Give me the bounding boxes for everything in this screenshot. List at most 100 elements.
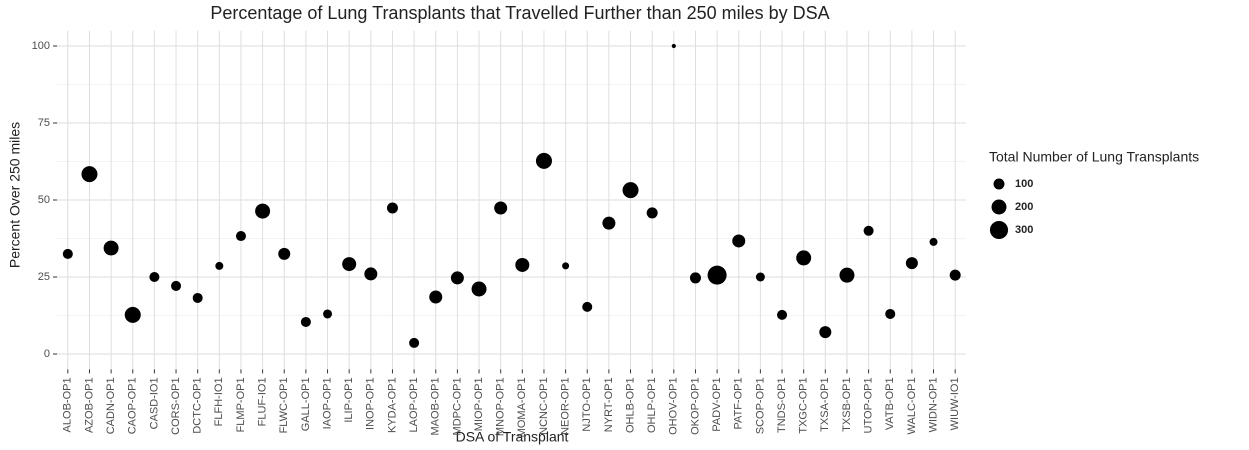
x-tick-label: CORS-OP1 <box>170 377 182 434</box>
bubble <box>777 309 788 320</box>
bubble <box>364 267 378 281</box>
bubble <box>409 337 420 348</box>
x-tick-label: OKOP-OP1 <box>689 377 701 434</box>
bubble <box>429 290 443 304</box>
legend-label: 100 <box>1015 178 1033 190</box>
x-tick-label: OHLB-OP1 <box>624 377 636 433</box>
x-tick-label: MAOB-OP1 <box>430 377 442 435</box>
x-tick-label: ILIP-OP1 <box>343 377 355 422</box>
x-tick-label: FLUF-IO1 <box>257 377 269 426</box>
x-tick-label: WIUW-IO1 <box>949 377 961 430</box>
bubble <box>235 231 246 242</box>
x-tick-label: NEOR-OP1 <box>560 377 572 434</box>
bubble <box>494 201 508 215</box>
bubble <box>124 306 141 323</box>
x-tick-label: NJTO-OP1 <box>581 377 593 431</box>
x-tick-label: MDPC-OP1 <box>451 377 463 435</box>
bubble <box>732 234 746 248</box>
bubble <box>839 267 855 283</box>
y-axis-label: Percent Over 250 miles <box>7 122 23 268</box>
x-tick-label: IAOP-OP1 <box>321 377 333 429</box>
x-tick-label: FLFH-IO1 <box>213 377 225 426</box>
y-tick-label: 50 <box>38 194 50 206</box>
y-tick-label: 0 <box>44 348 50 360</box>
x-tick-label: SCOP-OP1 <box>754 377 766 434</box>
legend-bubble <box>993 178 1005 190</box>
bubble <box>796 250 812 266</box>
x-tick-label: NYRT-OP1 <box>603 377 615 432</box>
bubble <box>949 269 961 281</box>
x-tick-label: TNDS-OP1 <box>776 377 788 433</box>
bubble <box>171 280 182 291</box>
x-tick-label: MOMA-OP1 <box>516 377 528 437</box>
x-tick-label: NCNC-OP1 <box>538 377 550 434</box>
x-tick-label: DCTC-OP1 <box>192 377 204 433</box>
y-tick-label: 75 <box>38 117 50 129</box>
bubble <box>689 272 701 284</box>
bubble <box>535 152 552 169</box>
bubble <box>278 247 291 260</box>
bubble <box>471 281 487 297</box>
x-tick-label: TXSA-OP1 <box>819 377 831 431</box>
bubble <box>103 240 119 256</box>
x-tick-label: GALL-OP1 <box>300 377 312 431</box>
x-tick-label: FLMP-OP1 <box>235 377 247 432</box>
bubble <box>582 301 593 312</box>
bubble <box>819 326 832 339</box>
x-tick-label: AZOB-OP1 <box>83 377 95 433</box>
x-tick-label: CAOP-OP1 <box>127 377 139 434</box>
bubble <box>450 271 464 285</box>
x-tick-label: KYDA-OP1 <box>386 377 398 433</box>
x-tick-label: TXGC-OP1 <box>798 377 810 433</box>
x-tick-label: OHOV-OP1 <box>668 377 680 434</box>
x-tick-label: MNOP-OP1 <box>495 377 507 436</box>
bubble <box>929 237 938 246</box>
x-tick-label: ALOB-OP1 <box>62 377 74 432</box>
bubble <box>562 262 570 270</box>
bubble <box>863 225 874 236</box>
bubble <box>885 308 896 319</box>
y-tick-label: 100 <box>32 40 50 52</box>
x-tick-label: INOP-OP1 <box>365 377 377 430</box>
legend-label: 300 <box>1015 224 1033 236</box>
x-tick-label: CASD-IO1 <box>148 377 160 429</box>
x-axis-label: DSA of Transplant <box>456 429 569 445</box>
legend-bubble <box>991 199 1007 215</box>
bubble <box>905 257 918 270</box>
legend-title: Total Number of Lung Transplants <box>989 149 1199 165</box>
x-tick-label: FLWC-OP1 <box>278 377 290 433</box>
bubble <box>386 202 398 214</box>
bubble <box>342 257 357 272</box>
bubble <box>215 261 224 270</box>
x-tick-label: WALC-OP1 <box>906 377 918 434</box>
y-tick-label: 25 <box>38 271 50 283</box>
chart-title: Percentage of Lung Transplants that Trav… <box>210 3 829 23</box>
x-tick-label: OHLP-OP1 <box>646 377 658 433</box>
bubble <box>622 182 639 199</box>
bubble <box>671 43 676 49</box>
bubble <box>62 248 73 259</box>
x-tick-label: CADN-OP1 <box>105 377 117 434</box>
bubble <box>755 272 765 282</box>
x-tick-label: MIOP-OP1 <box>473 377 485 431</box>
bubble <box>300 316 311 327</box>
legend-label: 200 <box>1015 201 1033 213</box>
bubble <box>515 257 530 272</box>
bubble <box>81 166 98 183</box>
bubble <box>323 309 333 319</box>
x-tick-label: TXSB-OP1 <box>841 377 853 431</box>
bubble <box>149 271 160 283</box>
bubble <box>646 207 658 219</box>
x-tick-label: VATB-OP1 <box>884 377 896 430</box>
bubble <box>192 292 203 303</box>
x-tick-label: LAOP-OP1 <box>408 377 420 432</box>
x-tick-label: PATF-OP1 <box>733 377 745 429</box>
x-tick-label: PADV-OP1 <box>711 377 723 431</box>
x-tick-label: WIDN-OP1 <box>927 377 939 432</box>
x-tick-label: UTOP-OP1 <box>863 377 875 433</box>
legend-bubble <box>989 220 1009 240</box>
bubble <box>255 203 271 219</box>
bubble <box>707 265 727 285</box>
bubble <box>602 216 616 230</box>
